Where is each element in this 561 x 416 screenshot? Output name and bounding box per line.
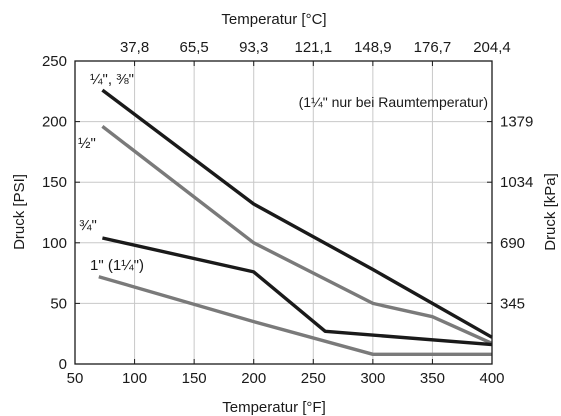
series-label-one-inch: 1" (1¼") xyxy=(90,257,144,274)
top-tick-label: 148,9 xyxy=(354,39,392,56)
x-tick-label: 350 xyxy=(420,370,445,387)
tick-labels: 50 100 150 200 250 300 350 40005010015020025037… xyxy=(42,39,533,387)
top-tick-label: 204,4 xyxy=(473,39,511,56)
plot-frame xyxy=(74,60,493,365)
top-axis-label: Temperatur [°C] xyxy=(221,11,326,28)
top-tick-label: 121,1 xyxy=(295,39,333,56)
right-tick-label: 690 xyxy=(500,235,525,252)
plot-note: (1¼" nur bei Raumtemperatur) xyxy=(299,94,488,110)
right-tick-label: 1379 xyxy=(500,114,533,131)
bottom-axis-label: Temperatur [°F] xyxy=(222,399,326,416)
y-tick-label: 200 xyxy=(42,114,67,131)
series-line-2 xyxy=(102,236,493,347)
series-line-3 xyxy=(98,275,492,356)
y-tick-label: 150 xyxy=(42,174,67,191)
series-line-0 xyxy=(101,88,493,339)
x-tick-label: 300 xyxy=(360,370,385,387)
x-tick-label: 100 xyxy=(122,370,147,387)
top-tick-label: 65,5 xyxy=(180,39,209,56)
x-tick-label: 150 xyxy=(182,370,207,387)
grid xyxy=(75,61,492,364)
x-tick-label: 250 xyxy=(301,370,326,387)
series-lines xyxy=(98,88,493,356)
x-tick-label: 50 xyxy=(67,370,84,387)
top-tick-label: 93,3 xyxy=(239,39,268,56)
right-axis-label: Druck [kPa] xyxy=(542,173,559,251)
top-tick-label: 37,8 xyxy=(120,39,149,56)
left-axis-label: Druck [PSI] xyxy=(11,174,28,250)
series-label-half: ½" xyxy=(78,135,96,152)
right-tick-label: 345 xyxy=(500,295,525,312)
x-tick-label: 200 xyxy=(241,370,266,387)
series-line-1 xyxy=(101,125,493,345)
y-tick-label: 250 xyxy=(42,53,67,70)
right-tick-label: 1034 xyxy=(500,174,533,191)
y-tick-label: 100 xyxy=(42,235,67,252)
y-tick-label: 0 xyxy=(59,356,67,373)
tick-marks xyxy=(74,60,493,365)
series-label-quarter-three-eighths: ¼", ⅜" xyxy=(90,71,134,88)
y-tick-label: 50 xyxy=(50,295,67,312)
top-tick-label: 176,7 xyxy=(414,39,452,56)
x-tick-label: 400 xyxy=(479,370,504,387)
series-label-three-quarter: ¾" xyxy=(79,217,97,234)
